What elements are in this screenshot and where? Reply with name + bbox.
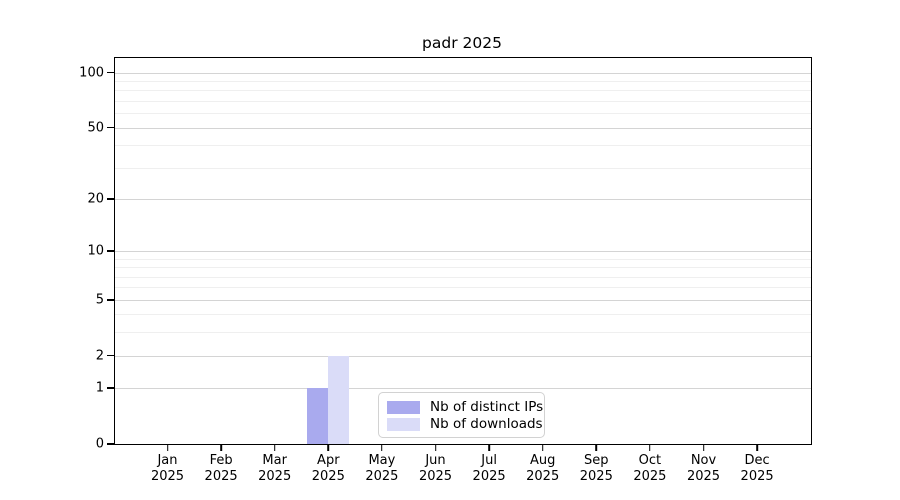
bar-distinct-ips <box>307 388 329 444</box>
x-tick-label: Oct 2025 <box>633 453 666 484</box>
x-tick-year: 2025 <box>686 468 721 484</box>
x-tick-label: Mar 2025 <box>258 453 291 484</box>
plot-area: 0 1 2 5 10 20 50 100 Jan 2025 Feb 2025 Mar 2025 Apr 202… <box>79 57 812 484</box>
x-tick-month: May <box>368 453 396 468</box>
y-axis-tick <box>107 443 114 445</box>
y-tick-label: 50 <box>87 120 104 136</box>
x-axis-tick <box>220 444 222 451</box>
x-tick-month: Jun <box>425 453 446 468</box>
y-tick-label: 2 <box>95 348 104 364</box>
y-axis-tick <box>107 198 114 200</box>
x-tick-label: Feb 2025 <box>205 453 238 484</box>
x-tick-year: 2025 <box>740 468 774 484</box>
x-axis-tick <box>381 444 383 451</box>
x-tick-year: 2025 <box>311 468 345 484</box>
gridline-major <box>115 127 811 129</box>
y-tick-label: 10 <box>87 243 104 259</box>
gridline-minor <box>115 314 811 316</box>
y-axis-tick <box>107 250 114 252</box>
x-axis-tick <box>273 444 276 451</box>
gridline-minor <box>115 167 811 169</box>
x-tick-year: 2025 <box>579 468 613 484</box>
legend-item-downloads: Nb of downloads <box>387 416 543 432</box>
legend: Nb of distinct IPs Nb of downloads <box>378 392 545 438</box>
x-tick-year: 2025 <box>150 468 185 484</box>
x-tick-year: 2025 <box>365 468 399 484</box>
x-tick-month: Sep <box>584 453 609 468</box>
gridline-minor <box>115 267 811 269</box>
legend-label-distinct-ips: Nb of distinct IPs <box>430 399 544 415</box>
gridline-minor <box>115 90 811 92</box>
x-tick-label: Dec 2025 <box>741 453 774 484</box>
x-tick-month: Dec <box>744 453 770 468</box>
x-axis-tick <box>327 444 330 451</box>
x-tick-month: Feb <box>209 453 233 468</box>
x-tick-month: Oct <box>638 453 662 468</box>
gridline-major <box>115 299 811 301</box>
legend-swatch-distinct-ips <box>387 400 420 414</box>
y-axis-tick <box>107 298 114 301</box>
x-axis-tick <box>595 444 598 451</box>
gridline-minor <box>115 287 811 289</box>
gridline-major <box>115 388 811 390</box>
y-tick-label: 1 <box>95 380 104 396</box>
x-axis-tick <box>434 444 437 451</box>
y-tick-label: 0 <box>95 436 104 452</box>
x-tick-month: Nov <box>690 453 717 468</box>
x-tick-label: Nov 2025 <box>687 453 720 484</box>
gridline-major <box>115 355 811 357</box>
x-tick-label: Apr 2025 <box>312 453 345 484</box>
y-axis-tick <box>107 71 114 74</box>
y-tick-label: 100 <box>79 65 104 81</box>
x-tick-label: Jul 2025 <box>473 453 506 484</box>
x-axis-tick <box>649 444 651 451</box>
x-tick-month: Aug <box>529 453 556 468</box>
x-tick-label: Jun 2025 <box>419 453 452 484</box>
x-tick-month: Jul <box>481 453 497 468</box>
y-axis-tick <box>107 354 114 357</box>
x-tick-month: Mar <box>262 453 287 468</box>
x-tick-year: 2025 <box>258 468 292 484</box>
gridline-minor <box>115 332 811 334</box>
x-tick-year: 2025 <box>418 468 453 484</box>
x-tick-year: 2025 <box>526 468 560 484</box>
x-tick-year: 2025 <box>472 468 506 484</box>
x-tick-label: Aug 2025 <box>526 453 559 484</box>
legend-item-distinct-ips: Nb of distinct IPs <box>387 399 543 415</box>
gridline-minor <box>115 145 811 147</box>
gridline-minor <box>115 276 811 278</box>
x-tick-year: 2025 <box>633 468 667 484</box>
gridline-minor <box>115 113 811 115</box>
x-axis-tick <box>702 444 705 451</box>
legend-swatch-downloads <box>387 417 420 431</box>
gridline-major <box>115 72 811 74</box>
x-tick-label: Jan 2025 <box>151 453 184 484</box>
chart-title: padr 2025 <box>422 34 502 52</box>
x-tick-label: Sep 2025 <box>580 453 613 484</box>
gridline-major <box>115 251 811 252</box>
x-tick-year: 2025 <box>204 468 238 484</box>
x-tick-month: Apr <box>317 453 340 468</box>
y-tick-label: 20 <box>87 191 104 207</box>
x-axis-tick <box>166 444 169 451</box>
y-tick-label: 5 <box>95 292 104 308</box>
x-axis-tick <box>488 444 490 451</box>
x-axis-tick <box>541 444 544 451</box>
gridline-major <box>115 198 811 200</box>
gridline-minor <box>115 80 811 82</box>
x-tick-month: Jan <box>157 453 178 468</box>
y-axis-tick <box>107 387 114 389</box>
x-tick-label: May 2025 <box>365 453 398 484</box>
gridline-minor <box>115 258 811 260</box>
y-axis-tick <box>107 126 114 129</box>
bar-downloads <box>328 355 350 444</box>
gridline-minor <box>115 100 811 102</box>
x-axis-tick <box>756 444 758 451</box>
legend-label-downloads: Nb of downloads <box>430 416 543 432</box>
